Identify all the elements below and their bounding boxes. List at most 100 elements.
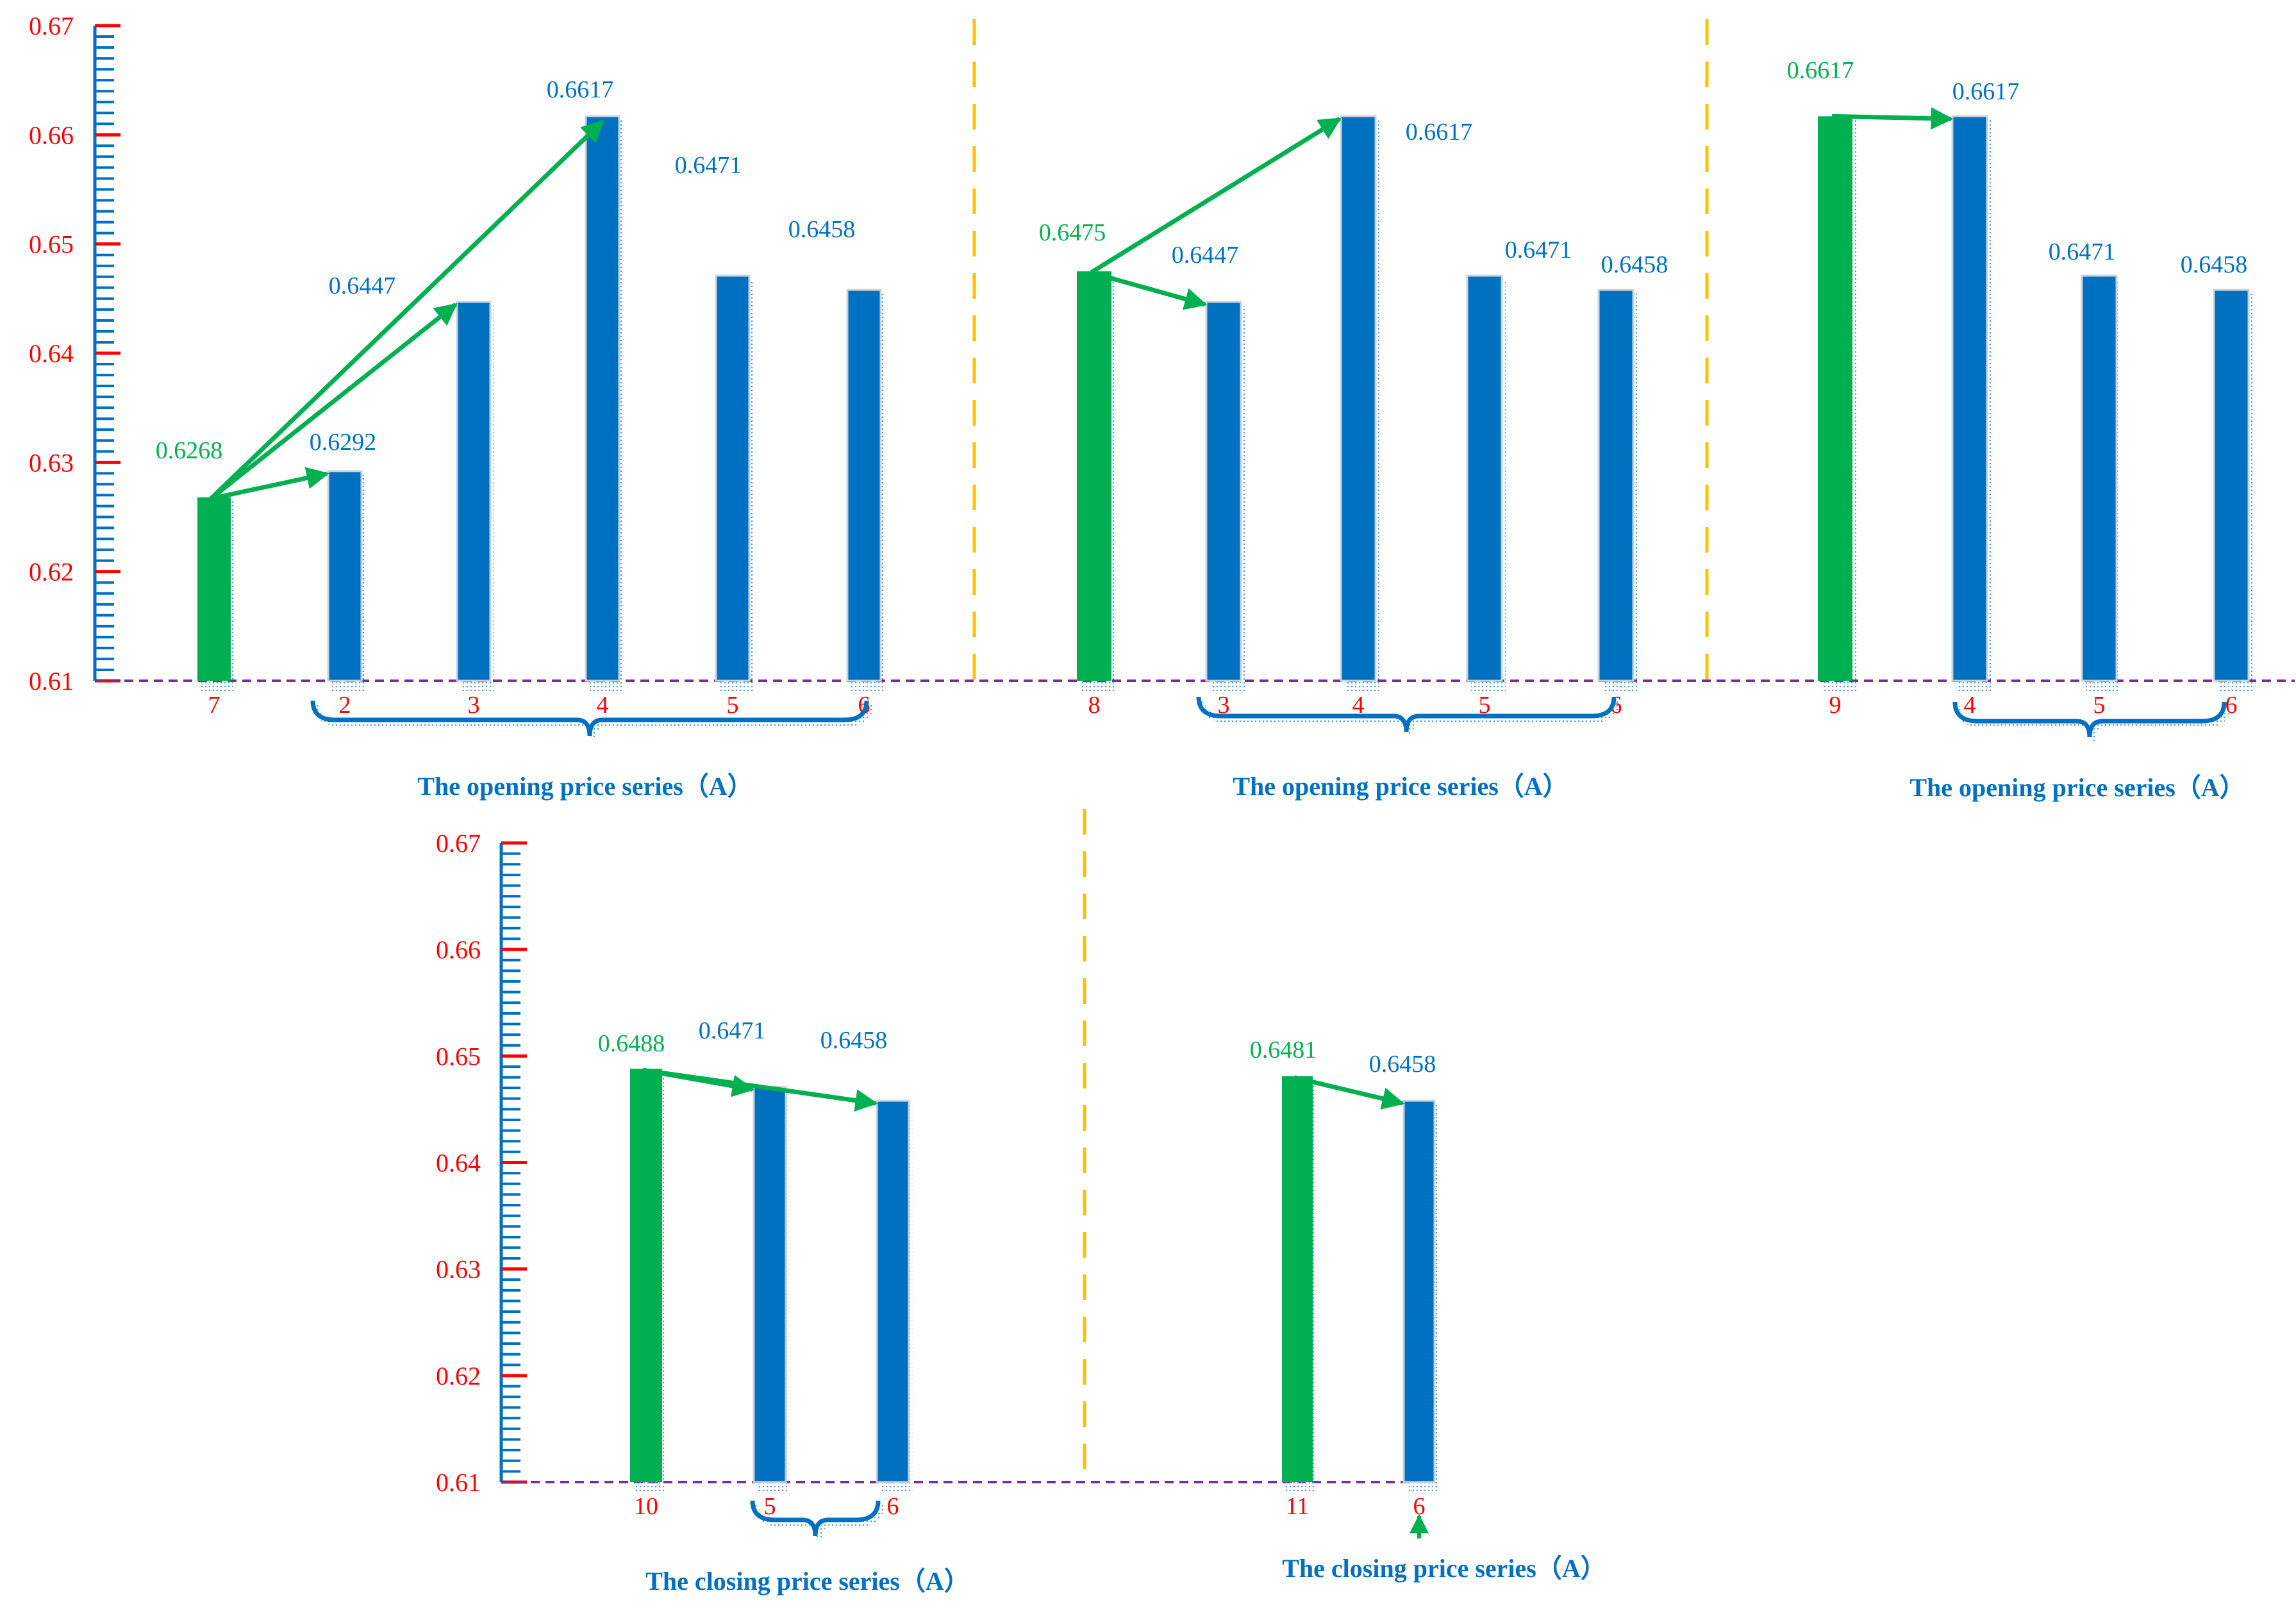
series-bar	[1951, 115, 1988, 682]
series-bar	[456, 301, 492, 682]
value-label: 0.6481	[1250, 1037, 1317, 1063]
series-bar	[715, 274, 751, 682]
brace-shadow	[1200, 700, 1620, 737]
new-data-bar	[630, 1069, 662, 1482]
value-label: 0.6458	[2181, 251, 2248, 278]
x-category-label: 3	[468, 692, 480, 719]
x-category-label: 5	[727, 692, 739, 719]
value-label: 0.6471	[1505, 237, 1572, 263]
y-axis-2: 0.67 0.66 0.65 0.64 0.63 0.62 0.61	[436, 829, 1410, 1497]
value-label: 0.6471	[2049, 238, 2116, 265]
comparison-arrow	[1831, 107, 1954, 130]
comparison-arrow	[210, 467, 329, 501]
value-label: 0.6447	[1172, 242, 1239, 269]
y-tick-label: 0.66	[436, 935, 481, 964]
x-category-label: 4	[1352, 692, 1365, 719]
x-category-label: 5	[2093, 692, 2106, 719]
comparison-arrow	[209, 303, 458, 501]
value-label: 0.6458	[820, 1027, 888, 1054]
series-brace	[310, 700, 869, 737]
series-bar	[1340, 115, 1377, 682]
new-data-bar	[1818, 116, 1852, 681]
x-category-label: 2	[339, 692, 351, 719]
y-tick-label: 0.61	[29, 667, 74, 696]
value-label: 0.6458	[1601, 251, 1668, 278]
series-bar	[585, 115, 620, 682]
y-tick-label: 0.63	[29, 448, 74, 477]
x-category-label: 9	[1829, 692, 1842, 719]
panel-4: 10 5 6 0.6488 0.6471 0.6458 The closing price …	[598, 1017, 970, 1596]
value-label: 0.6458	[788, 216, 856, 243]
x-category-label: 5	[764, 1493, 776, 1520]
x-category-label: 11	[1286, 1493, 1310, 1520]
new-data-bar	[1077, 271, 1111, 681]
comparison-arrow	[1090, 117, 1342, 275]
y-tick-label: 0.63	[436, 1255, 481, 1284]
y-tick-label: 0.65	[29, 230, 74, 259]
panel-5: 11 6 0.6481 0.6458 The closing price series（…	[1250, 1037, 1606, 1583]
new-data-bar	[1282, 1076, 1313, 1482]
value-label: 0.6268	[156, 437, 223, 464]
series-caption: The opening price series（A）	[417, 772, 753, 801]
comparison-arrow	[642, 1067, 878, 1112]
comparison-arrow	[1090, 270, 1208, 310]
series-bar	[1205, 301, 1242, 682]
y-tick-label: 0.66	[29, 121, 74, 149]
series-bar	[753, 1086, 787, 1483]
value-label: 0.6458	[1369, 1051, 1436, 1078]
series-brace	[1952, 701, 2227, 738]
x-category-label: 10	[634, 1493, 658, 1520]
x-category-label: 5	[1479, 692, 1491, 719]
series-brace	[750, 1500, 881, 1537]
x-category-label: 7	[208, 692, 220, 719]
y-tick-label: 0.61	[436, 1468, 481, 1497]
value-label: 0.6617	[1787, 57, 1854, 84]
series-bar	[327, 470, 363, 682]
series-caption: The opening price series（A）	[1233, 772, 1568, 801]
value-label: 0.6447	[329, 272, 396, 299]
y-tick-label: 0.67	[436, 829, 481, 858]
series-brace	[1196, 696, 1617, 733]
series-bar	[1597, 288, 1635, 682]
comparison-arrow	[1294, 1075, 1405, 1110]
x-category-label: 4	[1964, 692, 1976, 719]
series-bar	[876, 1099, 910, 1483]
brace-shadow	[754, 1504, 885, 1540]
series-caption: The closing price series（A）	[645, 1567, 970, 1596]
x-category-label: 3	[1218, 692, 1230, 719]
value-label: 0.6617	[1952, 78, 2020, 105]
y-tick-label: 0.65	[436, 1042, 481, 1071]
x-category-label: 6	[1413, 1493, 1426, 1520]
value-label: 0.6617	[1406, 119, 1473, 146]
series-bar	[1466, 274, 1503, 682]
x-category-label: 4	[597, 692, 609, 719]
new-data-bar	[197, 497, 231, 681]
panel-1: 7 2 3 4 5 60.6268 0.62920.64470.66170.64710.64…	[156, 76, 885, 801]
brace-shadow	[314, 704, 873, 740]
y-tick-label: 0.62	[29, 558, 74, 587]
series-caption: The closing price series（A）	[1282, 1554, 1606, 1583]
y-axis-1: 0.67 0.66 0.65 0.64 0.63 0.62 0.61	[29, 12, 2295, 696]
series-bar	[2081, 274, 2118, 682]
value-label: 0.6292	[310, 429, 377, 456]
y-tick-label: 0.62	[436, 1362, 481, 1390]
series-bar	[1402, 1099, 1436, 1483]
y-tick-label: 0.67	[29, 12, 74, 40]
series-bar	[2213, 288, 2250, 682]
comparison-arrow	[209, 119, 604, 501]
value-label: 0.6471	[675, 152, 742, 179]
x-category-label: 6	[887, 1493, 899, 1520]
y-tick-label: 0.64	[436, 1149, 481, 1178]
y-tick-label: 0.64	[29, 339, 74, 368]
value-label: 0.6617	[547, 76, 614, 103]
brace-shadow	[1956, 705, 2231, 742]
value-label: 0.6471	[699, 1017, 766, 1044]
series-bar	[846, 288, 882, 682]
x-category-label: 8	[1088, 692, 1101, 719]
value-label: 0.6475	[1039, 219, 1106, 246]
value-label: 0.6488	[598, 1030, 665, 1057]
series-caption: The opening price series（A）	[1909, 773, 2245, 802]
